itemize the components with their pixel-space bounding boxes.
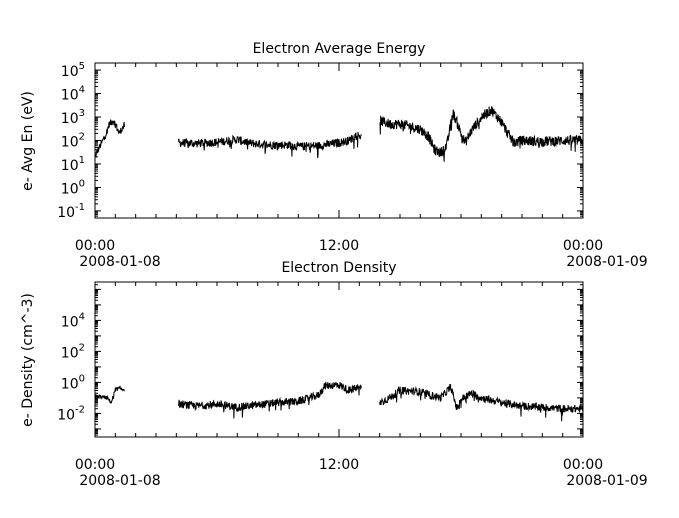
energy-y-tick-label: 101 xyxy=(61,155,85,174)
density-y-label: e- Density (cm^-3) xyxy=(20,293,36,427)
energy-y-tick-label: 100 xyxy=(61,178,85,197)
energy-y-tick-label: 102 xyxy=(61,132,85,151)
density-x-tick-0-time: 00:00 xyxy=(75,457,115,473)
energy-y-tick-label: 104 xyxy=(61,85,85,104)
density-y-tick-label: 100 xyxy=(61,373,85,392)
energy-y-tick-label: 105 xyxy=(61,61,85,80)
density-series-segment-2 xyxy=(379,383,584,422)
energy-series xyxy=(94,106,584,162)
energy-x-axis xyxy=(94,63,584,218)
energy-x-tick-2-time: 00:00 xyxy=(563,238,603,254)
energy-y-label: e- Avg En (eV) xyxy=(20,91,36,191)
density-panel: Electron Density 10-2 100 102 104 e- Densit… xyxy=(20,260,648,489)
density-y-tick-label: 102 xyxy=(61,342,85,361)
energy-series-segment-2 xyxy=(379,106,584,162)
energy-x-tick-2-date: 2008-01-09 xyxy=(566,254,647,270)
energy-x-tick-0-date: 2008-01-08 xyxy=(79,254,160,270)
density-x-tick-2-date: 2008-01-09 xyxy=(566,473,647,489)
density-x-tick-1-time: 12:00 xyxy=(319,457,359,473)
energy-series-segment-1 xyxy=(177,131,362,159)
density-series-segment-0 xyxy=(94,385,125,404)
energy-series-segment-0 xyxy=(94,119,125,157)
density-y-tick-label: 10-2 xyxy=(57,404,85,423)
density-x-tick-0-date: 2008-01-08 xyxy=(79,473,160,489)
density-y-axis: 10-2 100 102 104 xyxy=(57,281,583,438)
energy-y-tick-label: 103 xyxy=(61,108,85,127)
density-series-segment-1 xyxy=(177,381,362,419)
energy-y-tick-label: 10-1 xyxy=(57,202,85,221)
density-series xyxy=(94,381,584,422)
energy-panel: Electron Average Energy 10-1 100 101 102 103… xyxy=(20,41,648,270)
density-y-tick-label: 104 xyxy=(61,311,85,330)
density-x-tick-2-time: 00:00 xyxy=(563,457,603,473)
energy-x-tick-1-time: 12:00 xyxy=(319,238,359,254)
energy-x-tick-0-time: 00:00 xyxy=(75,238,115,254)
density-x-axis xyxy=(94,282,584,437)
energy-title: Electron Average Energy xyxy=(253,41,426,57)
density-title: Electron Density xyxy=(281,260,396,276)
energy-y-axis: 10-1 100 101 102 103 104 105 xyxy=(57,61,583,221)
density-plot-frame xyxy=(94,281,584,438)
